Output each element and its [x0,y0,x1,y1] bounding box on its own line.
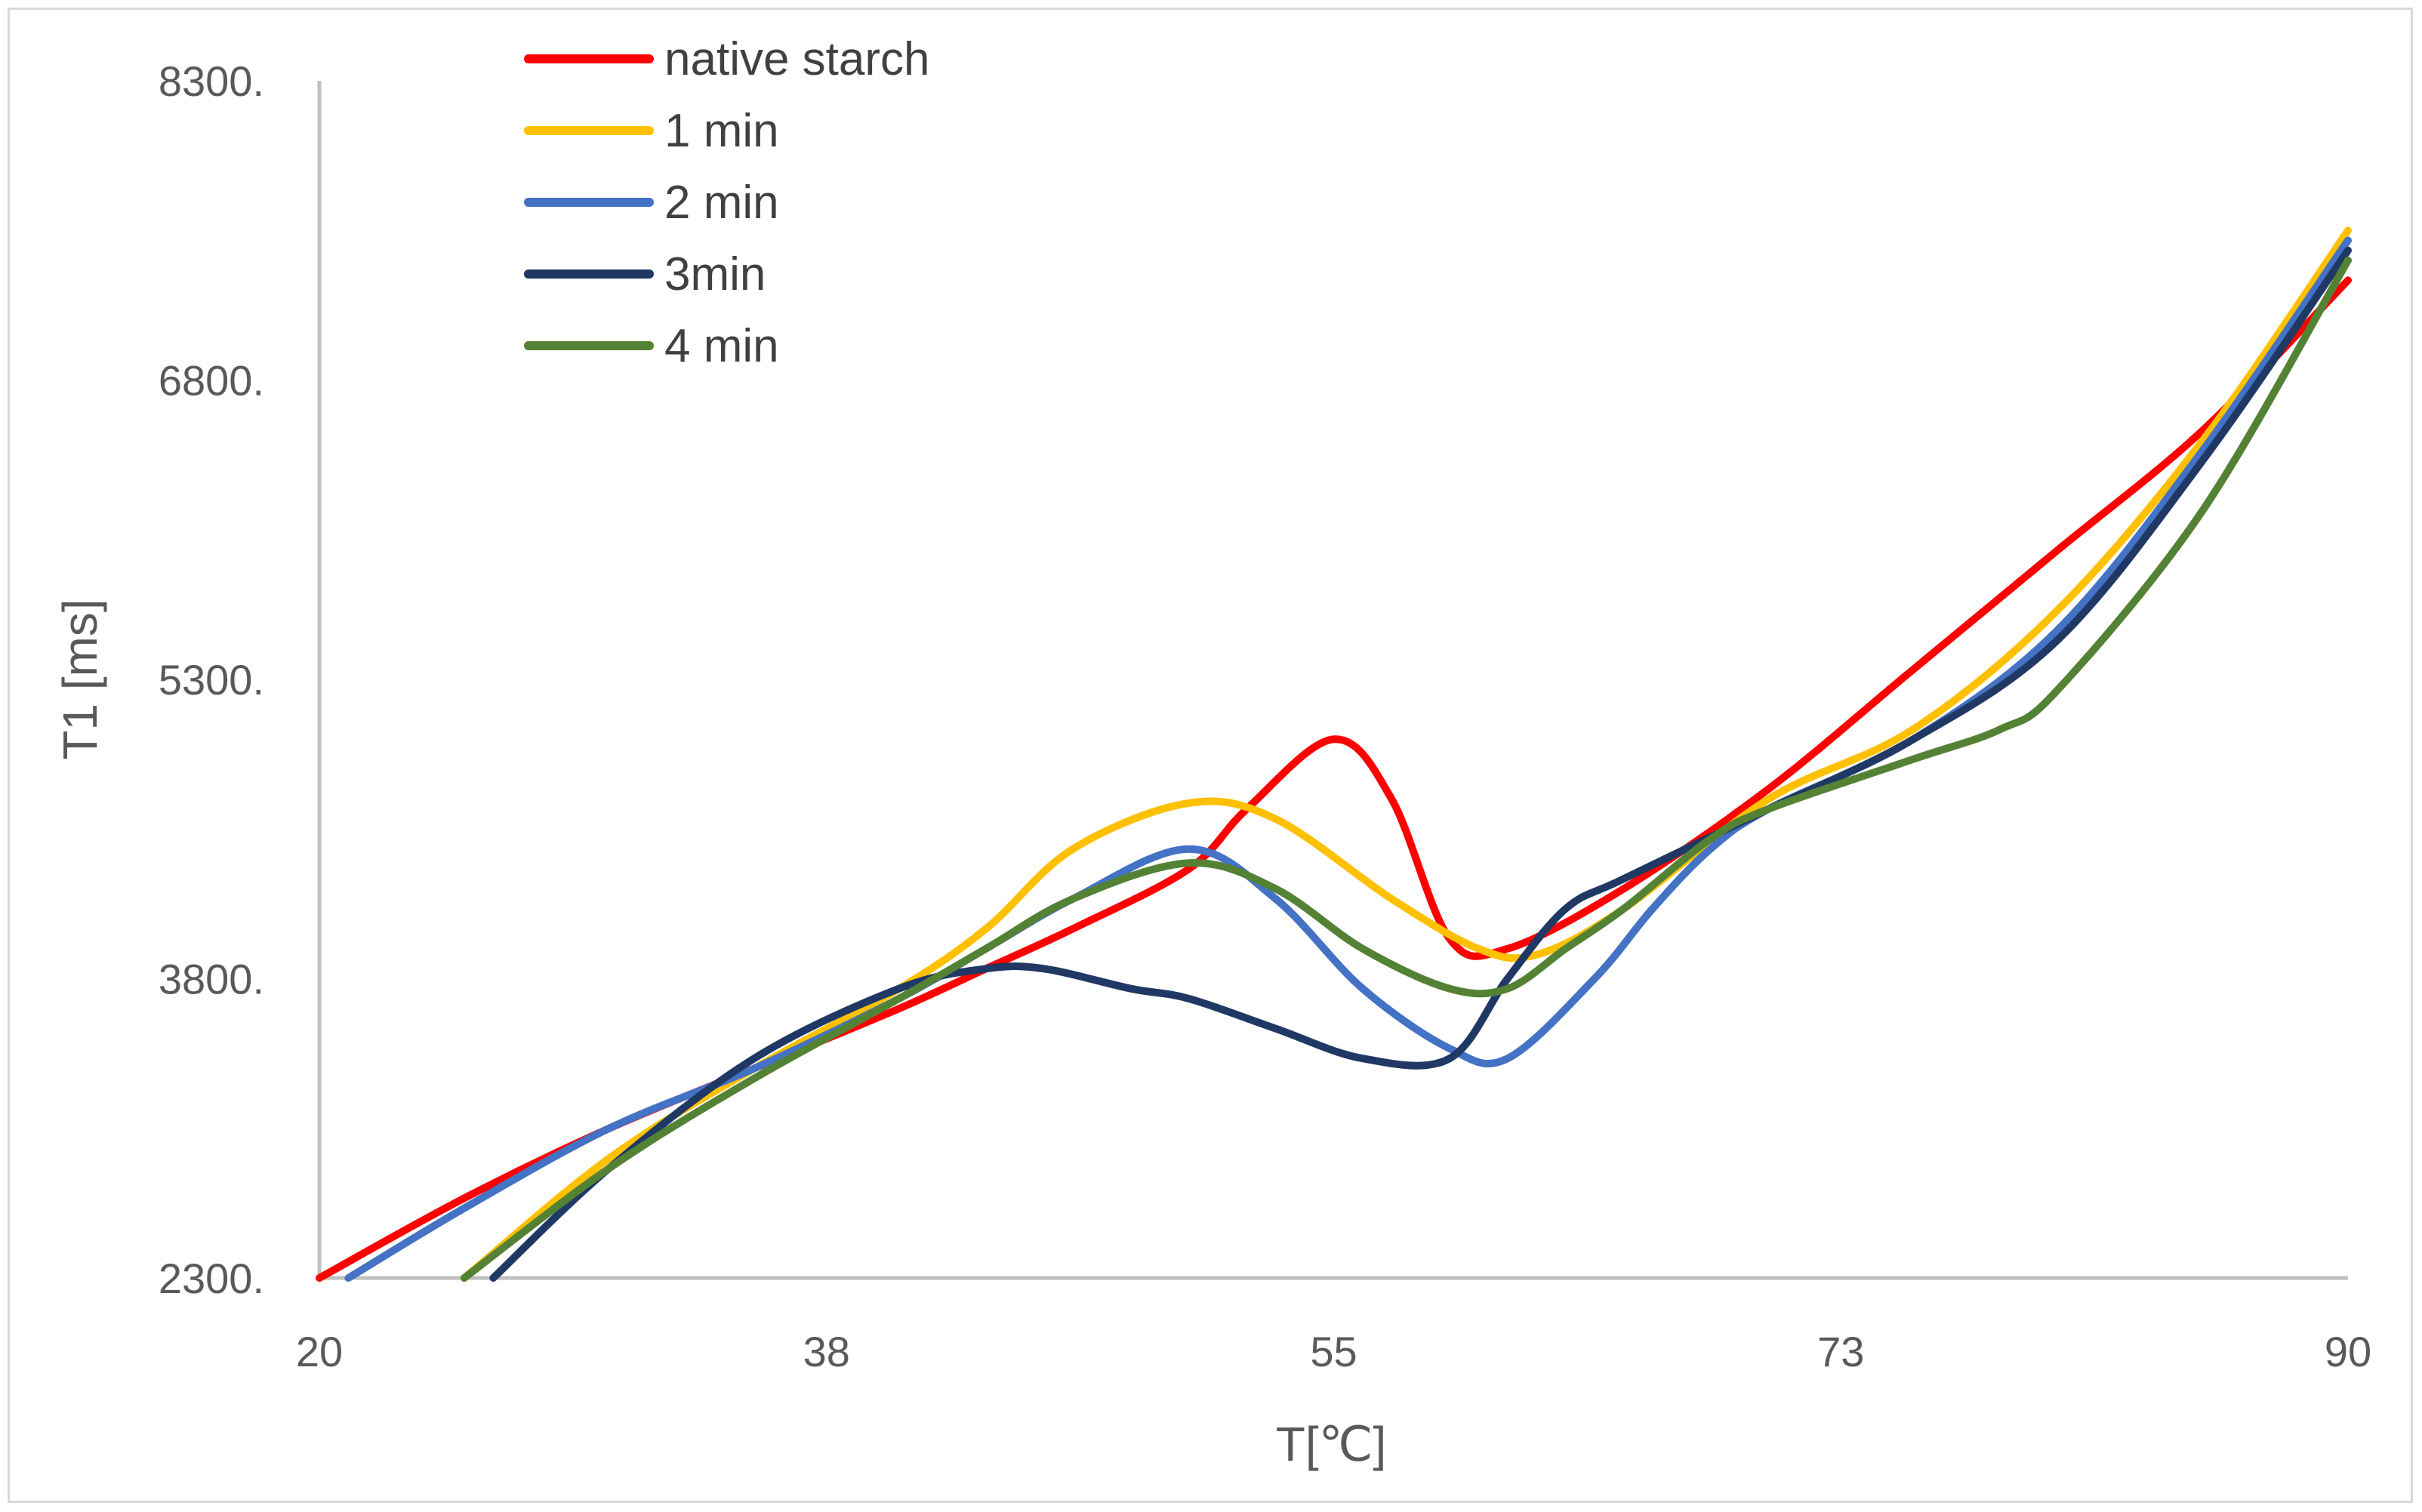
x-tick-label: 38 [803,1328,850,1375]
y-tick-label: 3800. [159,956,264,1003]
chart-frame [8,8,2413,1503]
legend: native starch 1 min 2 min 3min 4 min [524,33,930,372]
legend-label-2: 1 min [664,105,779,157]
series-line-3 [344,236,2352,1282]
x-tick-label: 73 [1817,1328,1864,1375]
series-line-4 [489,246,2352,1282]
series-line-1 [316,276,2352,1282]
series-line-2 [460,226,2352,1282]
legend-label-5: 4 min [664,320,779,372]
y-axis-title: T1 [ms] [53,599,107,759]
y-tick-label: 8300. [159,57,264,105]
series-layer [316,226,2352,1282]
y-tick-label: 2300. [159,1255,264,1302]
series-line-5 [460,256,2352,1282]
axes: 20 38 55 73 90 2300. 3800. 5300. 6800. 8300. [159,57,2371,1375]
y-tick-label: 6800. [159,357,264,405]
x-tick-label: 20 [296,1328,343,1375]
y-tick-label: 5300. [159,656,264,704]
legend-label-3: 2 min [664,177,779,229]
x-axis-title: T[℃] [1276,1417,1387,1471]
legend-label-4: 3min [664,248,766,300]
x-tick-label: 55 [1310,1328,1357,1375]
legend-label-1: native starch [664,33,930,85]
x-tick-label: 90 [2325,1328,2371,1375]
